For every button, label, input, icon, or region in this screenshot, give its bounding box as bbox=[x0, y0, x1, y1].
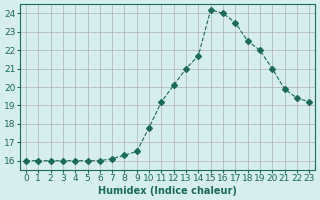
X-axis label: Humidex (Indice chaleur): Humidex (Indice chaleur) bbox=[98, 186, 237, 196]
